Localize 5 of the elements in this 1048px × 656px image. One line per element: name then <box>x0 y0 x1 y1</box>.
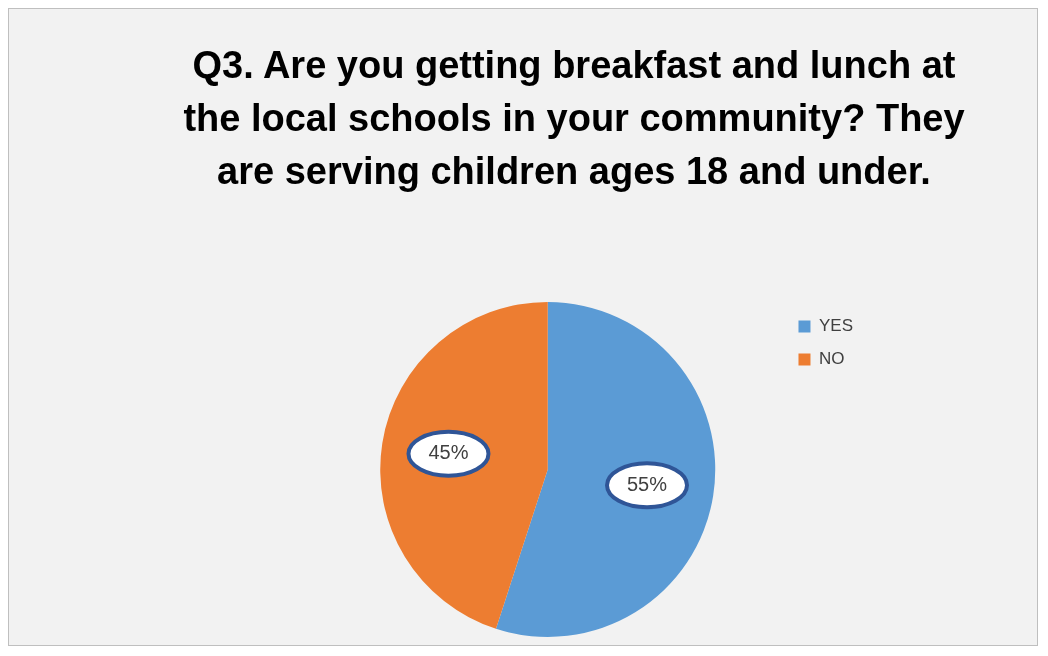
legend-label: YES <box>818 316 854 336</box>
data-label: 55% <box>626 472 668 495</box>
data-label: 45% <box>428 441 469 464</box>
chart-title: Q3. Are you getting breakfast and lunch at the local schools in your community? They are serving children ages 18 and under. <box>182 43 966 194</box>
legend-label: NO <box>818 349 845 369</box>
